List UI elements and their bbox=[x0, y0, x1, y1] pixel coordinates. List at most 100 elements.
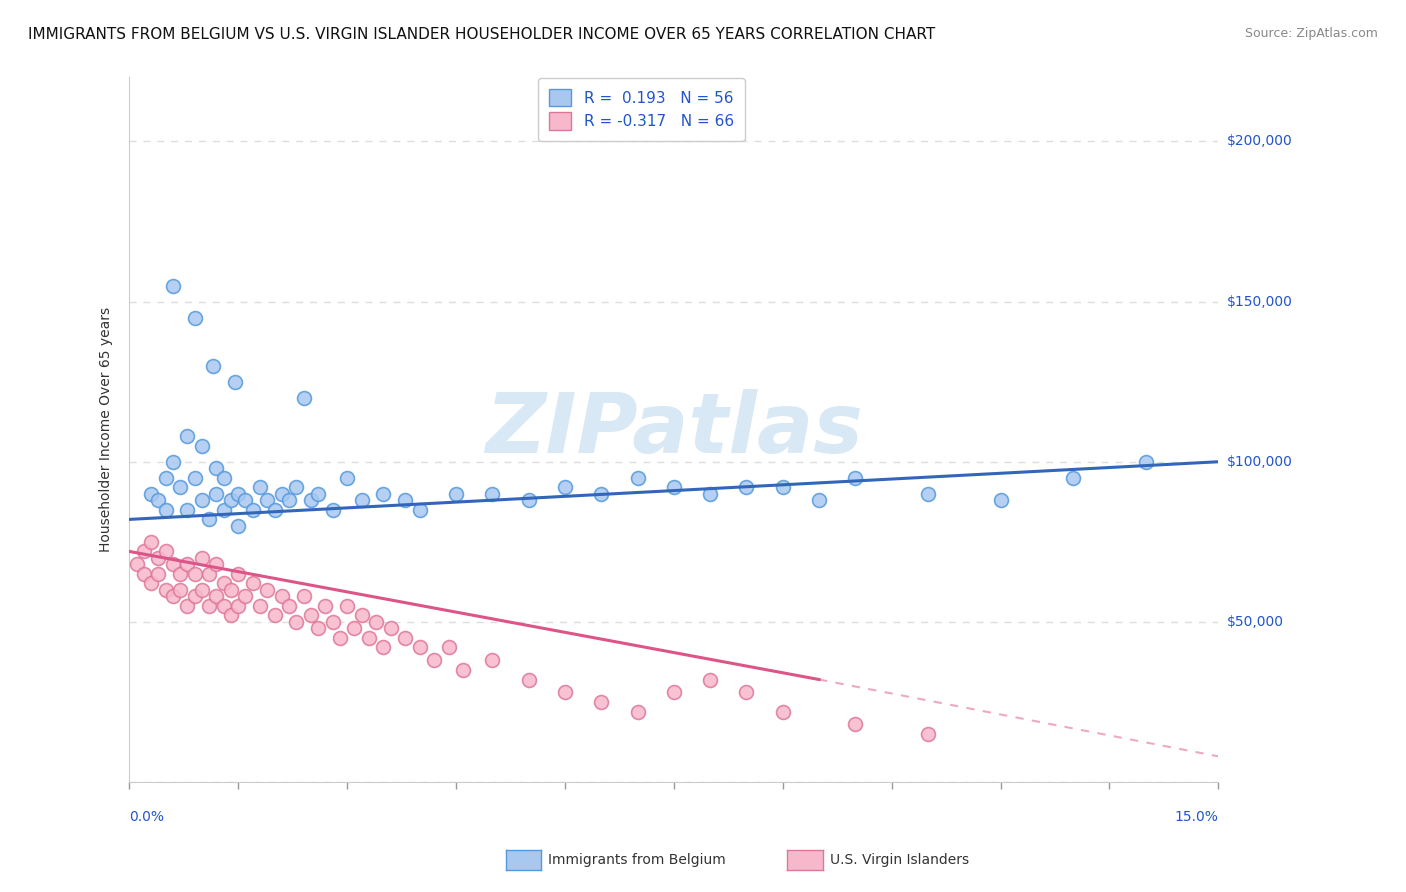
Point bbox=[176, 503, 198, 517]
Point bbox=[380, 621, 402, 635]
Point bbox=[990, 493, 1012, 508]
Point bbox=[350, 493, 373, 508]
Point bbox=[314, 599, 336, 613]
Point bbox=[285, 480, 308, 494]
Point bbox=[176, 599, 198, 613]
Text: $50,000: $50,000 bbox=[1226, 615, 1284, 629]
Point bbox=[453, 663, 475, 677]
Point bbox=[350, 608, 373, 623]
Point bbox=[591, 487, 613, 501]
Point bbox=[132, 566, 155, 581]
Point bbox=[844, 717, 866, 731]
Point bbox=[212, 503, 235, 517]
Point bbox=[373, 640, 395, 655]
Point bbox=[191, 439, 214, 453]
Point bbox=[219, 493, 242, 508]
Point bbox=[735, 480, 758, 494]
Point bbox=[224, 375, 246, 389]
Point bbox=[205, 461, 228, 475]
Point bbox=[278, 493, 301, 508]
Text: U.S. Virgin Islanders: U.S. Virgin Islanders bbox=[830, 853, 969, 867]
Point bbox=[263, 503, 285, 517]
Point bbox=[699, 487, 721, 501]
Point bbox=[148, 550, 170, 565]
Point bbox=[366, 615, 388, 629]
Point bbox=[235, 493, 257, 508]
Legend: R =  0.193   N = 56, R = -0.317   N = 66: R = 0.193 N = 56, R = -0.317 N = 66 bbox=[538, 78, 745, 141]
Point bbox=[176, 558, 198, 572]
Point bbox=[699, 673, 721, 687]
Point bbox=[235, 589, 257, 603]
Point bbox=[176, 429, 198, 443]
Point bbox=[162, 455, 184, 469]
Point bbox=[219, 608, 242, 623]
Point bbox=[226, 518, 249, 533]
Point bbox=[198, 599, 221, 613]
Text: IMMIGRANTS FROM BELGIUM VS U.S. VIRGIN ISLANDER HOUSEHOLDER INCOME OVER 65 YEARS: IMMIGRANTS FROM BELGIUM VS U.S. VIRGIN I… bbox=[28, 27, 935, 42]
Point bbox=[292, 589, 315, 603]
Point bbox=[307, 621, 329, 635]
Point bbox=[278, 599, 301, 613]
Point bbox=[808, 493, 831, 508]
Point bbox=[437, 640, 460, 655]
Point bbox=[139, 576, 162, 591]
Point bbox=[125, 558, 148, 572]
Point bbox=[917, 727, 939, 741]
Text: ZIPatlas: ZIPatlas bbox=[485, 389, 863, 470]
Point bbox=[226, 566, 249, 581]
Point bbox=[409, 640, 432, 655]
Point bbox=[444, 487, 467, 501]
Point bbox=[554, 685, 576, 699]
Point bbox=[481, 653, 503, 667]
Point bbox=[183, 566, 205, 581]
Point bbox=[1135, 455, 1157, 469]
Text: $200,000: $200,000 bbox=[1226, 135, 1292, 148]
Point bbox=[329, 631, 352, 645]
Point bbox=[554, 480, 576, 494]
Point bbox=[394, 493, 416, 508]
Point bbox=[307, 487, 329, 501]
Point bbox=[917, 487, 939, 501]
Point bbox=[198, 512, 221, 526]
Point bbox=[183, 310, 205, 325]
Y-axis label: Householder Income Over 65 years: Householder Income Over 65 years bbox=[100, 307, 114, 552]
Point bbox=[201, 359, 224, 373]
Point bbox=[191, 582, 214, 597]
Point bbox=[299, 493, 322, 508]
Text: Source: ZipAtlas.com: Source: ZipAtlas.com bbox=[1244, 27, 1378, 40]
Point bbox=[132, 544, 155, 558]
Point bbox=[517, 493, 540, 508]
Point bbox=[242, 576, 264, 591]
Point bbox=[198, 566, 221, 581]
Point bbox=[394, 631, 416, 645]
Point bbox=[249, 599, 271, 613]
Point bbox=[139, 487, 162, 501]
Point bbox=[212, 576, 235, 591]
Point bbox=[148, 566, 170, 581]
Point bbox=[270, 589, 292, 603]
Point bbox=[626, 471, 648, 485]
Point bbox=[169, 480, 191, 494]
Point bbox=[357, 631, 380, 645]
Point bbox=[662, 685, 685, 699]
Point bbox=[226, 487, 249, 501]
Point bbox=[205, 558, 228, 572]
Point bbox=[191, 550, 214, 565]
Text: 0.0%: 0.0% bbox=[129, 810, 165, 824]
Text: 15.0%: 15.0% bbox=[1174, 810, 1219, 824]
Point bbox=[336, 599, 359, 613]
Point bbox=[256, 493, 278, 508]
Point bbox=[155, 471, 177, 485]
Point bbox=[162, 589, 184, 603]
Point bbox=[343, 621, 366, 635]
Point bbox=[249, 480, 271, 494]
Point bbox=[205, 487, 228, 501]
Point bbox=[409, 503, 432, 517]
Point bbox=[256, 582, 278, 597]
Point bbox=[242, 503, 264, 517]
Point bbox=[292, 391, 315, 405]
Point bbox=[423, 653, 446, 667]
Point bbox=[183, 589, 205, 603]
Point bbox=[162, 558, 184, 572]
Point bbox=[1062, 471, 1084, 485]
